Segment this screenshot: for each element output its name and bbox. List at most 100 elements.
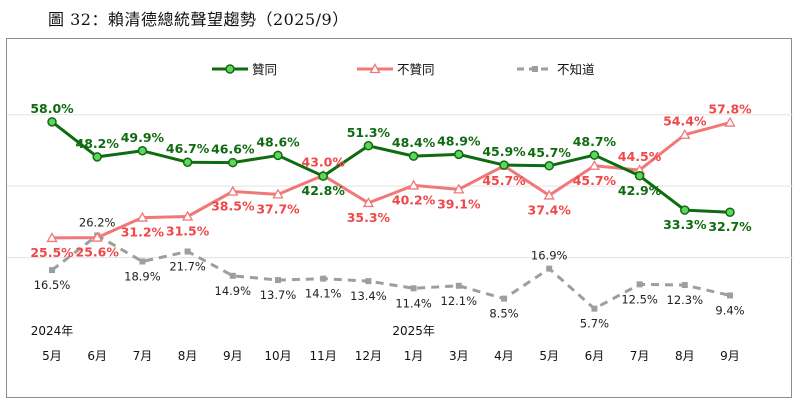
data-point [543,189,555,200]
legend-marker [369,63,381,74]
x-tick-label: 5月 [539,349,559,363]
x-tick-label: 6月 [585,349,605,363]
series-line-2 [51,121,731,240]
data-label: 16.9% [531,249,568,263]
x-tick-label: 7月 [630,349,650,363]
data-point [229,272,236,279]
data-label: 16.5% [34,278,71,292]
data-point [137,146,148,156]
data-label: 13.4% [350,289,387,303]
data-label: 26.2% [79,215,116,229]
data-label: 33.3% [663,217,707,232]
legend-marker [532,66,538,72]
data-point [227,185,239,196]
data-label: 14.1% [305,287,342,301]
data-label: 43.0% [302,154,346,169]
data-point [501,295,507,302]
legend-label: 不贊同 [397,62,435,77]
data-label: 54.4% [663,114,707,129]
data-label: 37.4% [528,202,572,217]
data-point [455,282,462,289]
data-label: 8.5% [489,307,518,321]
data-label: 11.4% [395,296,432,310]
data-label: 39.1% [437,196,481,211]
data-label: 40.2% [392,192,436,207]
x-tick-label: 9月 [223,349,243,363]
x-tick-label: 10月 [264,349,291,363]
legend-item-3: 不知道 [517,62,595,77]
data-label: 48.7% [573,134,617,149]
year-label: 2024年 [31,324,74,338]
x-tick-label: 1月 [404,349,424,363]
data-label: 18.9% [124,270,161,284]
data-point [407,179,420,190]
data-label: 45.7% [528,145,572,160]
data-label: 46.7% [166,141,210,156]
data-point [91,231,103,242]
data-point [725,207,735,217]
legend-marker [225,64,235,74]
data-label: 37.7% [256,201,300,216]
x-tick-label: 7月 [133,349,153,363]
data-label: 51.3% [347,125,391,140]
x-tick-label: 11月 [310,349,337,363]
data-point [636,281,643,288]
legend-label: 不知道 [557,62,595,77]
data-point [410,285,417,292]
data-point [589,150,600,160]
data-point [46,232,58,243]
data-point [453,183,465,194]
data-label: 45.9% [482,144,526,159]
x-tick-label: 8月 [178,349,198,363]
data-point [634,171,645,181]
data-label: 48.2% [76,136,120,151]
trend-chart: 贊同 不贊同 不知道 58.0% 48.2% 49.9%46.7% 46.6% 48.6% 42… [7,62,793,363]
data-label: 49.9% [121,130,165,145]
data-point [588,159,601,170]
data-point [318,171,328,181]
data-point [454,149,464,160]
data-point [273,150,283,161]
x-tick-label: 9月 [720,349,740,363]
data-point [49,267,55,274]
data-point [408,151,419,161]
data-point [92,152,102,162]
data-point [320,275,327,282]
data-label: 48.4% [392,135,436,150]
data-point [363,141,374,151]
data-label: 21.7% [169,260,206,274]
data-point [181,210,194,221]
x-tick-label: 12月 [355,349,382,363]
x-tick-label: 8月 [675,349,695,363]
x-tick-label: 5月 [42,349,62,363]
data-point [184,248,191,255]
data-point [546,265,553,272]
data-label: 42.9% [618,183,662,198]
data-label: 31.5% [166,224,210,239]
data-point [228,157,238,168]
data-point [679,128,691,139]
data-label: 5.7% [580,317,609,331]
data-point [139,258,146,265]
data-label: 48.9% [437,133,481,148]
data-label: 38.5% [211,199,255,214]
data-label: 12.5% [621,292,658,306]
data-point [365,278,372,285]
data-point [727,292,733,299]
data-label: 45.7% [482,173,526,188]
data-point [499,160,509,170]
data-label: 35.3% [347,210,391,225]
data-point [272,188,284,199]
chart-frame: 贊同 不贊同 不知道 58.0% 48.2% 49.9% 46.7% 46.6% 48.6% 42… [6,38,793,398]
year-label: 2025年 [392,324,435,338]
data-label: 45.7% [573,173,617,188]
data-label: 14.9% [215,284,252,298]
data-point [275,277,281,284]
data-point [680,205,690,215]
data-label: 58.0% [30,101,74,116]
data-label: 25.6% [76,245,120,260]
x-tick-label: 4月 [494,349,514,363]
data-point [47,117,57,127]
x-tick-label: 6月 [87,349,107,363]
data-point [724,116,736,127]
